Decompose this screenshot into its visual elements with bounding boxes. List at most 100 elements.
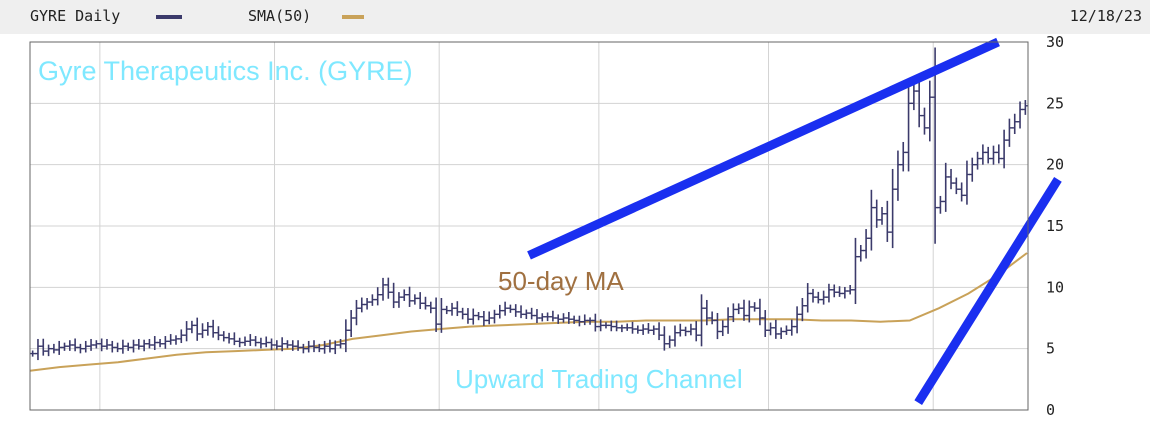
price-bar [549,310,556,322]
sma-legend-label: SMA(50) [248,7,312,25]
price-bar [995,144,1002,164]
price-bar [125,342,132,351]
y-axis-ticks: 0 5 10 15 20 25 30 [1046,33,1064,419]
price-bar [114,342,121,353]
price-bar [401,289,408,301]
price-bar [523,309,530,319]
price-bar [241,336,248,346]
price-bar [518,305,525,319]
price-bar [905,80,912,172]
price-bar [810,288,817,303]
price-bar [587,317,594,325]
price-bar [284,340,291,349]
price-bar [1017,101,1024,129]
y-tick-label: 20 [1046,156,1064,174]
y-tick-label: 25 [1046,94,1064,112]
price-bar [894,150,901,201]
price-bar [979,144,986,165]
price-bar [656,322,663,341]
price-bar [512,304,519,317]
price-bar [990,145,997,165]
price-bar [778,327,785,339]
price-bar [210,319,217,338]
price-bar [682,326,689,337]
price-bar [326,339,333,353]
price-bar [847,285,854,295]
price-bar [762,310,769,338]
price-bar [199,323,206,339]
price-bar [857,245,864,262]
price-bar [348,310,355,338]
price-bar [985,146,992,164]
price-bar [889,168,896,249]
price-bar [634,325,641,334]
price-bar [342,319,349,353]
price-bar [751,302,758,312]
price-bar [29,350,36,357]
price-bar [220,331,227,342]
price-bar [640,324,647,335]
price-bar [385,277,392,299]
sma-line-layer [29,252,1028,372]
price-bar [953,177,960,195]
price-bar [687,323,694,336]
price-bar [188,320,195,334]
price-bar [528,307,535,320]
price-bar [390,282,397,309]
price-bar [693,321,700,342]
price-bar [45,344,52,357]
price-bar [926,80,933,142]
price-bar [433,297,440,332]
price-bar [602,322,609,329]
price-bar [709,311,716,325]
price-bar [395,292,402,308]
price-bar [576,315,583,327]
price-bar [40,338,47,356]
price-bar [141,339,148,352]
price-bar [735,303,742,315]
price-bar [130,339,137,353]
price-bar [740,299,747,321]
plot-frame [29,41,1029,411]
price-bar [470,308,477,325]
price-bar [93,340,100,349]
price-bar [449,302,456,316]
price-bar [624,323,631,331]
price-bar [56,340,63,355]
price-bar [491,309,498,324]
price-bars-layer [29,47,1029,361]
price-bar [544,312,551,322]
price-bar [411,294,418,305]
price-bar [475,311,482,321]
price-bar [937,195,944,214]
price-bar [974,151,981,170]
price-bar [825,283,832,303]
price-bar [146,338,153,349]
price-bar [650,325,657,335]
channel-line-upper [527,37,1000,260]
price-bar [61,342,68,351]
price-bar [799,298,806,322]
price-bar [815,291,822,304]
price-bar [831,284,838,298]
price-bar [852,237,859,305]
price-legend-swatch [156,15,182,19]
price-bar [725,307,732,334]
price-bar [1006,118,1013,147]
price-bar [236,337,243,348]
price-bar [661,326,668,351]
price-bar [72,338,79,352]
price-bar [879,206,886,225]
price-bar [496,304,503,319]
price-bar [841,286,848,299]
price-bar [257,337,264,349]
price-bar [629,321,636,334]
price-bar [772,319,779,339]
price-bar [507,304,514,313]
price-bar [581,314,588,326]
chart-title-annotation: Gyre Therapeutics Inc. (GYRE) [38,56,413,86]
price-bar [480,311,487,326]
y-tick-label: 5 [1046,340,1055,358]
price-bar [406,286,413,307]
chart-header: GYRE Daily SMA(50) 12/18/23 [0,0,1150,34]
